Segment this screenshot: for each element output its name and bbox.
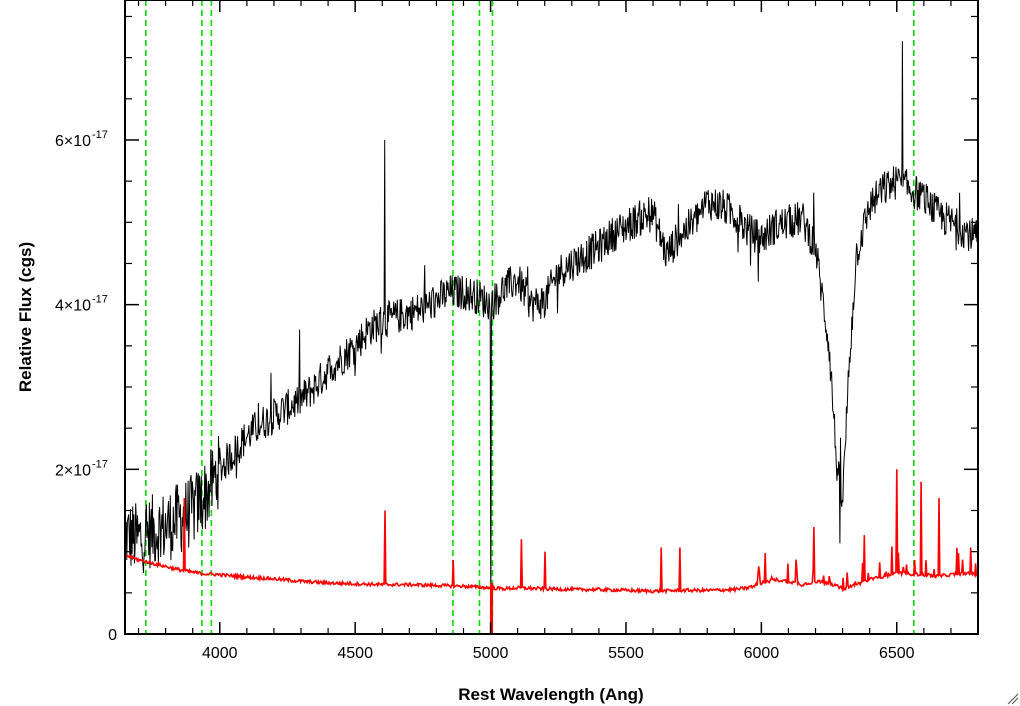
x-axis-ticks: 4000 4500 5000 5500 6000 6500: [137, 0, 979, 662]
x-tick-label: 5000: [473, 645, 509, 662]
y-tick-label: 2×10: [55, 462, 91, 479]
series-black-spectrum: [125, 41, 978, 634]
y-axis-label: Relative Flux (cgs): [16, 242, 35, 392]
y-tick-label: 0: [108, 627, 117, 644]
x-axis-label: Rest Wavelength (Ang): [458, 685, 643, 704]
resize-grip-icon: [1007, 693, 1019, 705]
y-axis-ticks: 02×10 -174×10 -176×10 -17: [55, 15, 978, 644]
x-tick-label: 5500: [608, 645, 644, 662]
y-tick-exponent: -17: [92, 294, 108, 306]
x-tick-label: 4000: [202, 645, 238, 662]
plot-frame: [124, 0, 979, 635]
x-tick-label: 6500: [879, 645, 915, 662]
reference-lines: [145, 0, 915, 634]
x-tick-label: 6000: [744, 645, 780, 662]
series-red-error: [125, 469, 978, 595]
y-tick-exponent: -17: [92, 458, 108, 470]
x-tick-label: 4500: [337, 645, 373, 662]
y-tick-label: 4×10: [55, 298, 91, 315]
series-layer: [125, 41, 978, 634]
y-tick-exponent: -17: [92, 129, 108, 141]
y-tick-label: 6×10: [55, 133, 91, 150]
